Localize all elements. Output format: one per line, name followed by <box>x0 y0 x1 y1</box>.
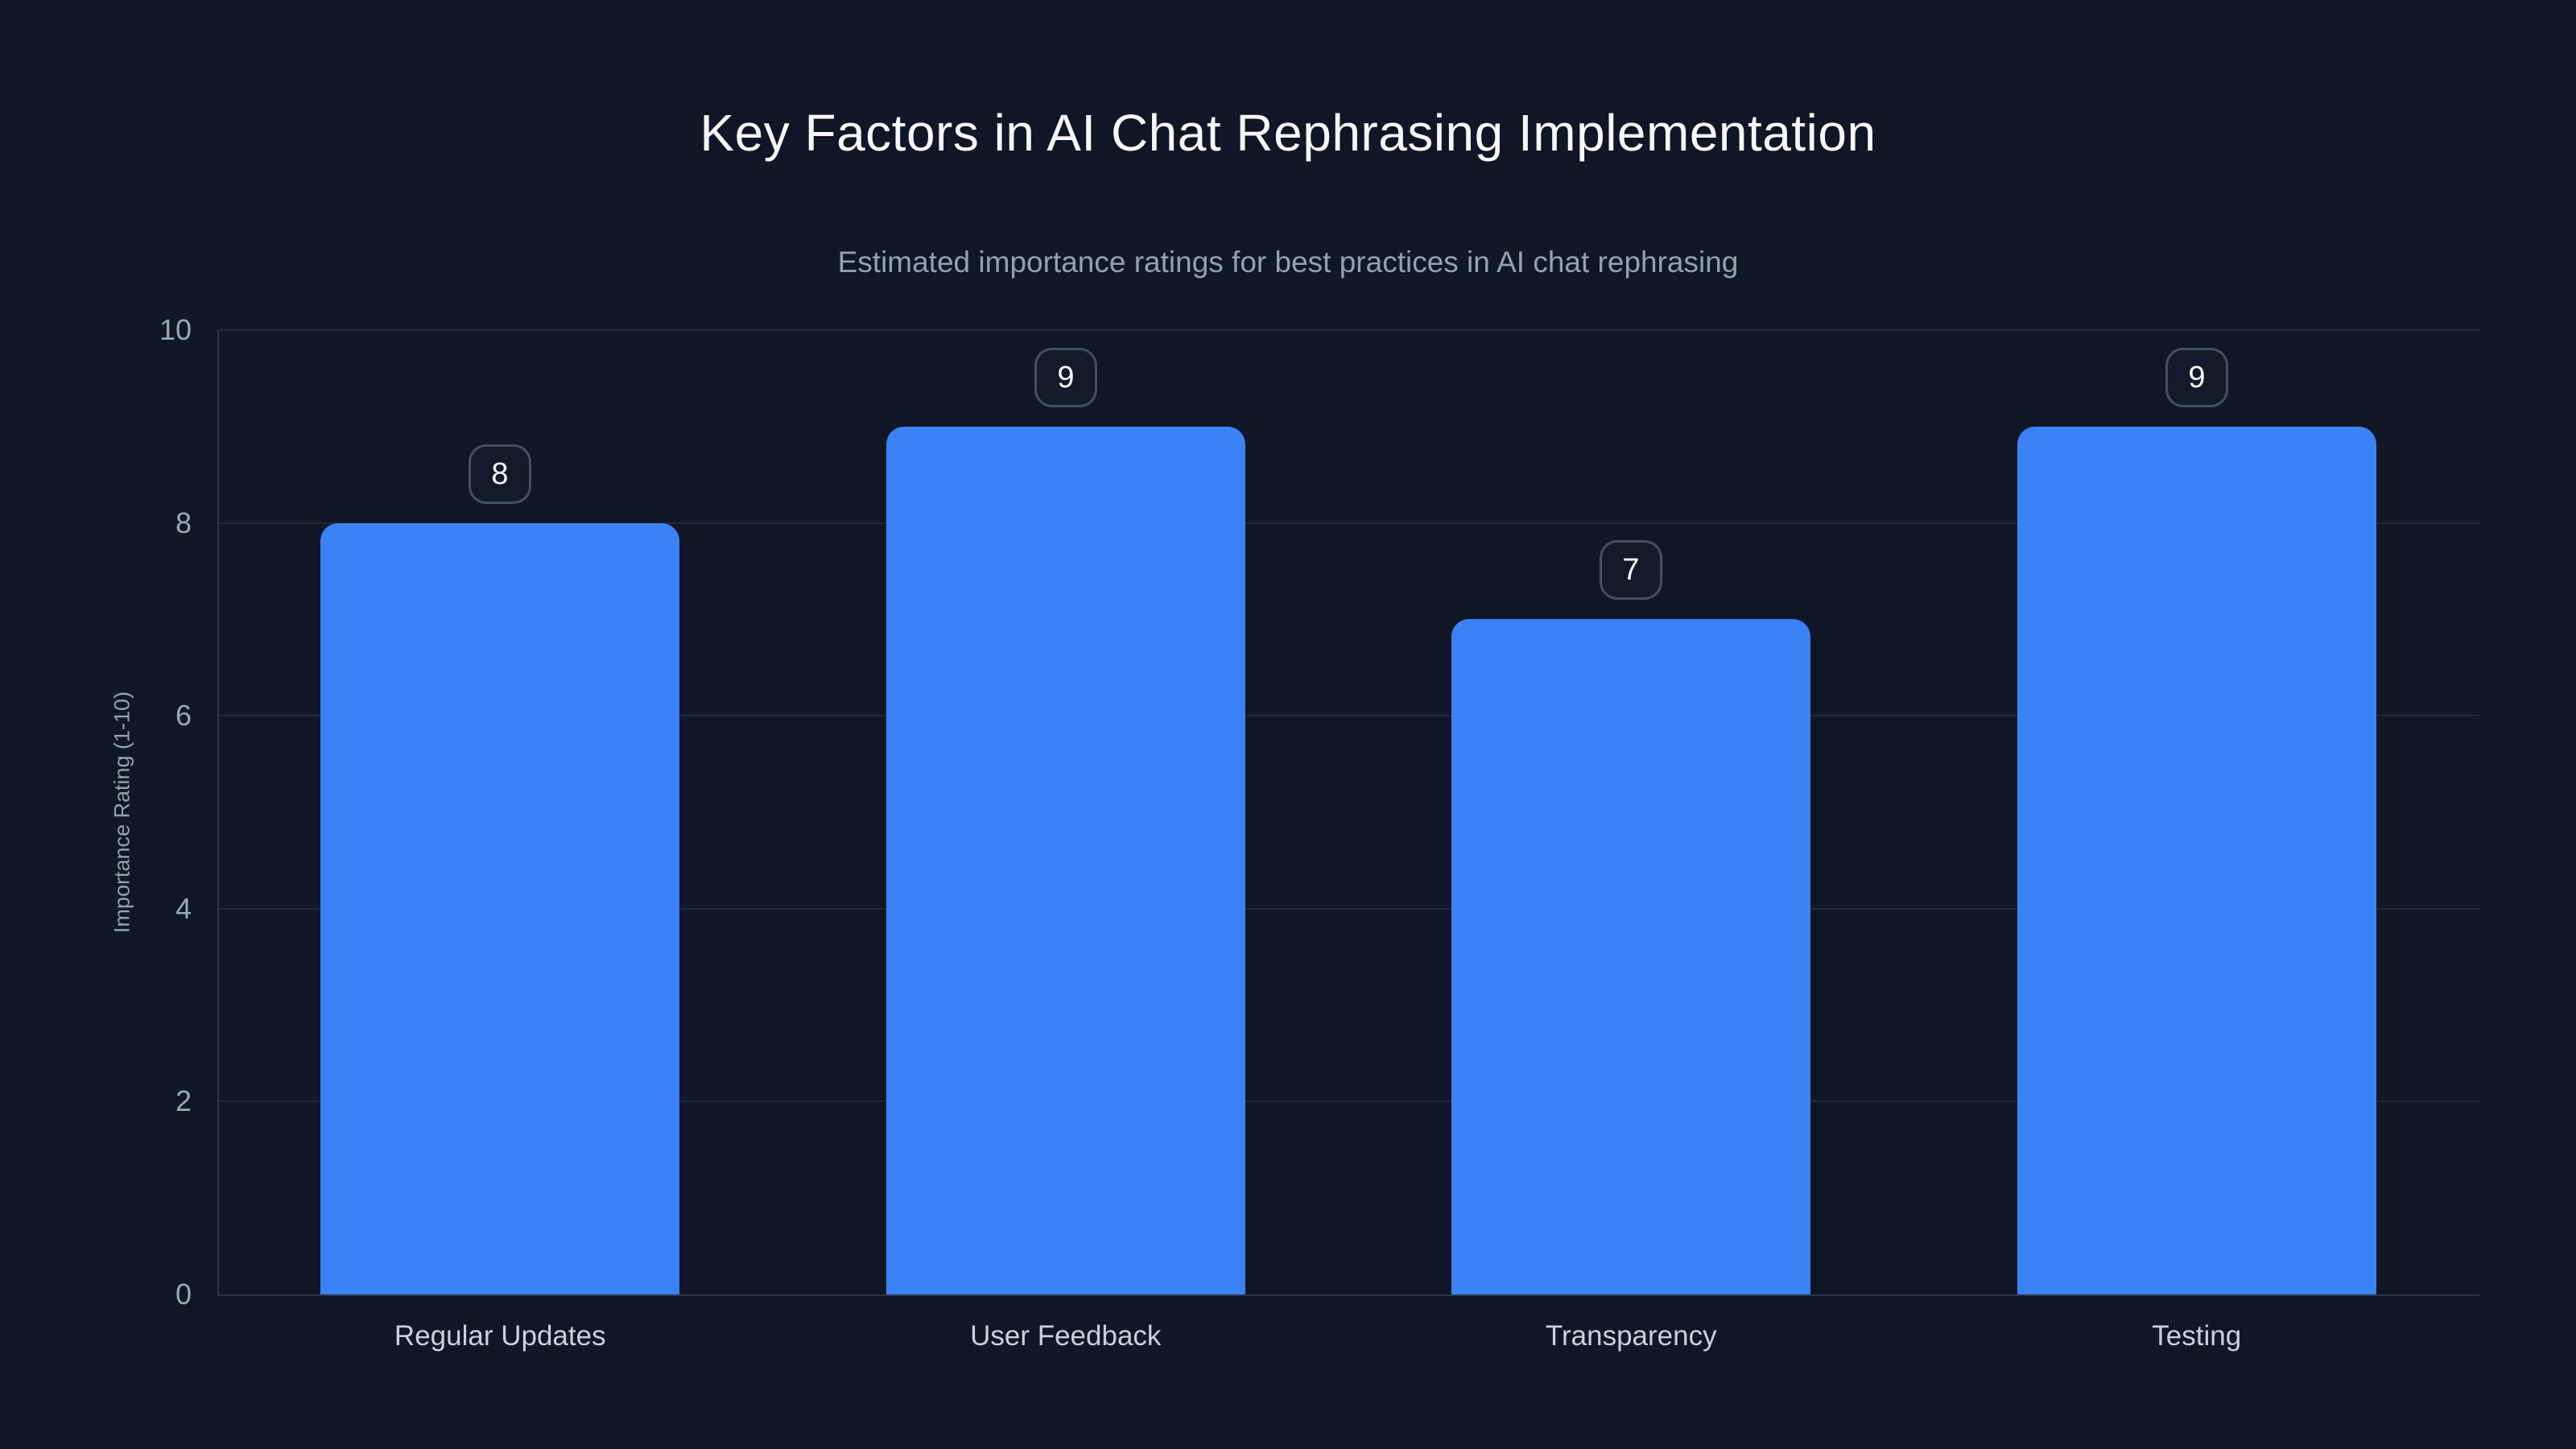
bar-user-feedback[interactable] <box>886 427 1245 1294</box>
y-tick-label: 6 <box>175 699 192 733</box>
category-label: Testing <box>2152 1320 2242 1352</box>
chart-title: Key Factors in AI Chat Rephrasing Implem… <box>700 104 1876 162</box>
y-axis-line <box>217 330 219 1294</box>
bar-value-badge: 7 <box>1600 540 1662 600</box>
x-axis-line <box>217 1294 2479 1296</box>
chart-subtitle: Estimated importance ratings for best pr… <box>837 246 1739 279</box>
gridline <box>217 907 2479 910</box>
y-tick-label: 8 <box>175 506 192 539</box>
y-tick-label: 0 <box>175 1278 192 1311</box>
bar-value-badge: 9 <box>1034 348 1097 407</box>
bar-transparency[interactable] <box>1451 619 1810 1294</box>
gridline <box>217 522 2479 524</box>
y-tick-label: 10 <box>159 313 192 346</box>
bar-regular-updates[interactable] <box>320 523 679 1294</box>
category-label: Transparency <box>1545 1320 1717 1352</box>
plot-area: 8 9 7 9 <box>217 329 2479 1296</box>
y-tick-label: 2 <box>175 1084 192 1118</box>
bar-testing[interactable] <box>2017 427 2376 1294</box>
bar-value-badge: 8 <box>469 444 531 504</box>
category-label: User Feedback <box>970 1320 1162 1352</box>
bar-value-badge: 9 <box>2165 348 2228 407</box>
gridline <box>217 1100 2479 1103</box>
category-label: Regular Updates <box>394 1320 606 1352</box>
y-tick-label: 4 <box>175 891 192 925</box>
gridline <box>217 329 2479 331</box>
gridline <box>217 715 2479 717</box>
